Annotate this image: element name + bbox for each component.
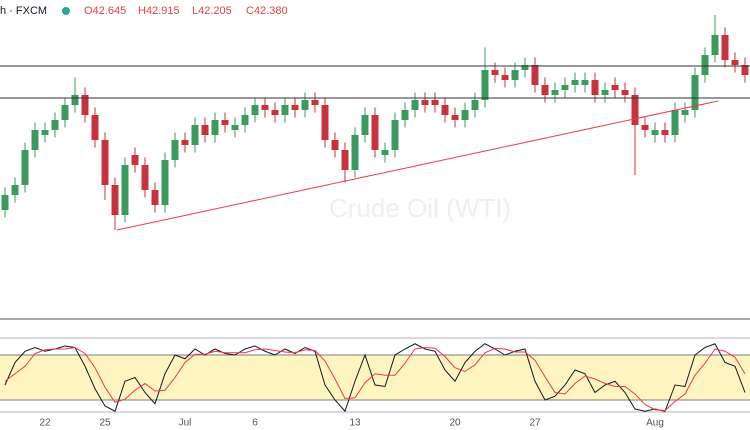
candle-body <box>541 85 549 95</box>
candle-body <box>411 100 419 110</box>
x-tick-label: 6 <box>252 418 258 429</box>
candle-body <box>131 155 139 165</box>
x-tick-label: 27 <box>529 418 541 429</box>
candle-body <box>301 100 309 110</box>
candle-body <box>581 80 589 85</box>
candle-body <box>41 130 49 135</box>
candle-body <box>591 80 599 95</box>
candle-body <box>181 140 189 145</box>
candle-body <box>521 65 529 70</box>
candle-body <box>121 165 129 215</box>
candle-body <box>271 110 279 115</box>
x-tick-label: 25 <box>99 418 111 429</box>
candle-body <box>561 85 569 90</box>
candle-body <box>711 35 719 55</box>
candle-body <box>341 150 349 170</box>
x-tick-label: 13 <box>349 418 361 429</box>
candle-body <box>51 120 59 130</box>
candle-body <box>511 70 519 80</box>
candle-body <box>361 115 369 135</box>
candle-body <box>331 140 339 150</box>
candle-body <box>621 90 629 95</box>
candle-body <box>151 190 159 205</box>
candle-body <box>681 110 689 115</box>
candle-body <box>491 70 499 75</box>
candle-body <box>701 55 709 75</box>
candle-body <box>691 75 699 110</box>
candle-body <box>141 165 149 190</box>
candle-body <box>291 105 299 110</box>
candle-body <box>451 115 459 120</box>
plot <box>0 15 750 413</box>
candle-body <box>721 35 729 60</box>
candle-body <box>441 105 449 115</box>
candle-body <box>281 105 289 115</box>
x-tick-label: 22 <box>39 418 51 429</box>
candle-body <box>371 115 379 150</box>
candle-body <box>111 185 119 215</box>
candle-body <box>401 110 409 120</box>
candle-body <box>31 130 39 150</box>
candle-body <box>311 100 319 105</box>
x-tick-label: Jul <box>179 418 192 429</box>
candle-body <box>171 140 179 160</box>
x-tick-label: 20 <box>449 418 461 429</box>
candle-body <box>231 125 239 130</box>
candle-body <box>101 140 109 185</box>
candle-body <box>611 85 619 90</box>
oscillator-line <box>4 343 746 413</box>
candle-body <box>241 115 249 125</box>
legend-backdrop <box>0 2 360 20</box>
candle-body <box>191 125 199 145</box>
symbol-label[interactable]: h · FXCM <box>0 5 47 17</box>
candle-body <box>11 185 19 195</box>
candle-body <box>731 60 739 65</box>
candle-body <box>641 125 649 130</box>
x-tick-label: Aug <box>646 418 664 429</box>
high-value: H42.915 <box>138 5 180 17</box>
candle-body <box>551 90 559 95</box>
candle-body <box>221 120 229 125</box>
candle-body <box>741 65 749 75</box>
candle-body <box>351 135 359 170</box>
level-band <box>0 355 750 400</box>
candle-body <box>651 130 659 135</box>
candle-body <box>71 95 79 105</box>
open-value: O42.645 <box>84 5 126 17</box>
candle-body <box>471 100 479 110</box>
candle-body <box>91 115 99 140</box>
candle-body <box>321 105 329 140</box>
low-value: L42.205 <box>192 5 232 17</box>
candle-body <box>661 130 669 135</box>
candle-body <box>601 90 609 95</box>
candle-body <box>261 105 269 110</box>
candle-body <box>81 95 89 115</box>
candle-body <box>431 100 439 105</box>
candle-body <box>161 160 169 205</box>
candle-body <box>211 120 219 135</box>
candle-body <box>501 75 509 80</box>
oscillator-line <box>4 346 746 412</box>
candle-body <box>631 95 639 125</box>
candle-body <box>201 125 209 135</box>
candle-body <box>481 70 489 100</box>
candle-body <box>671 110 679 135</box>
market-status-dot[interactable] <box>62 7 70 15</box>
trend-line <box>116 100 719 231</box>
watermark: Crude Oil (WTI) <box>329 193 511 223</box>
candle-body <box>461 110 469 120</box>
candle-body <box>531 65 539 85</box>
candle-body <box>1 195 9 210</box>
candle-body <box>571 80 579 85</box>
candle-body <box>251 105 259 115</box>
candle-body <box>391 120 399 150</box>
candle-body <box>421 100 429 105</box>
candle-body <box>61 105 69 120</box>
candle-body <box>381 150 389 155</box>
candle-body <box>21 150 29 185</box>
close-value: C42.380 <box>246 5 288 17</box>
